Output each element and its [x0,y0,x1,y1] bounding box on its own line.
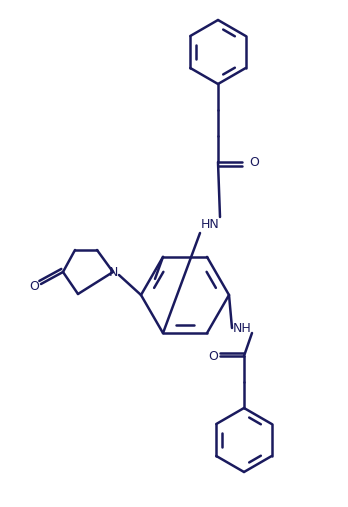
Text: O: O [29,279,39,293]
Text: HN: HN [201,219,219,232]
Text: N: N [108,266,118,278]
Text: O: O [249,156,259,168]
Text: O: O [208,349,218,363]
Text: NH: NH [232,321,251,335]
